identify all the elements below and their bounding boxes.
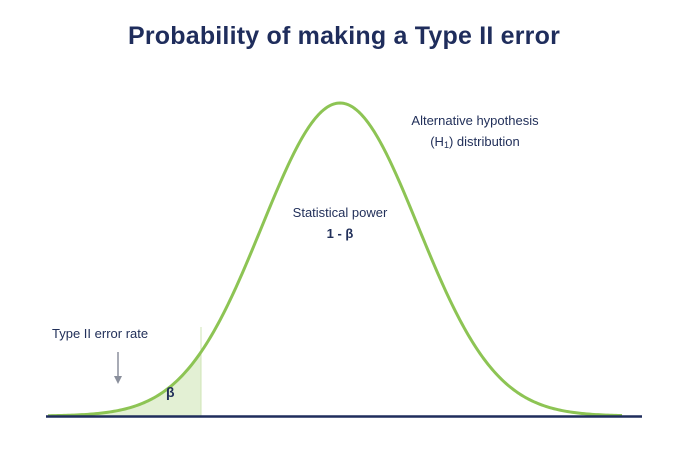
- statistical-power-label: Statistical power 1 - β: [270, 202, 410, 244]
- beta-shaded-region: [48, 352, 201, 416]
- alternative-hypothesis-suffix: ) distribution: [448, 134, 520, 149]
- beta-symbol: β: [166, 384, 175, 400]
- down-arrow-icon: [114, 352, 122, 384]
- alternative-hypothesis-subscript: 1: [443, 140, 449, 150]
- alternative-distribution-curve: [47, 101, 623, 418]
- alternative-hypothesis-label: Alternative hypothesis (H1) distribution: [400, 110, 550, 156]
- alternative-hypothesis-line1: Alternative hypothesis: [411, 113, 539, 128]
- alternative-hypothesis-line2: (H1) distribution: [400, 131, 550, 156]
- alternative-hypothesis-prefix: (H: [430, 134, 444, 149]
- statistical-power-line1: Statistical power: [292, 205, 388, 220]
- diagram-title: Probability of making a Type II error: [127, 22, 561, 50]
- statistical-power-formula: 1 - β: [326, 226, 354, 241]
- type-ii-error-rate-label: Type II error rate: [52, 326, 149, 341]
